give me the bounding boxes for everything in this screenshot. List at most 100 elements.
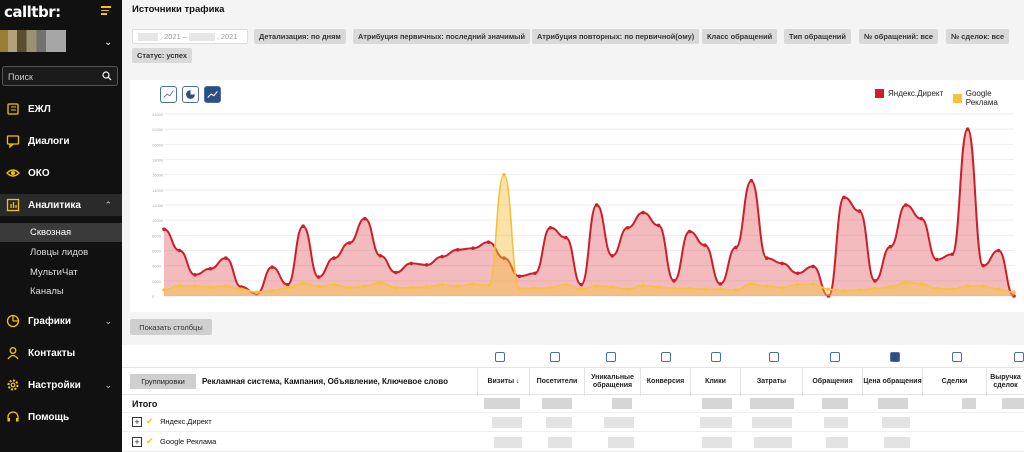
data-point[interactable] (703, 243, 707, 247)
search-icon[interactable] (102, 71, 112, 81)
filter-detalization[interactable]: Детализация: по дням (254, 29, 346, 44)
pie-chart-icon[interactable] (182, 86, 199, 103)
data-point[interactable] (548, 285, 553, 290)
menu-toggle-icon[interactable] (101, 6, 111, 17)
data-point[interactable] (224, 256, 228, 260)
data-point[interactable] (378, 254, 383, 258)
data-point[interactable] (347, 285, 352, 290)
col-visits[interactable]: Визиты ↓ (477, 368, 529, 396)
nav-item-graphs[interactable]: Графики ⌄ (0, 310, 122, 332)
data-point[interactable] (965, 127, 970, 131)
data-point[interactable] (857, 209, 862, 213)
data-point[interactable] (919, 282, 924, 286)
line-chart-icon[interactable] (160, 86, 177, 103)
col-chart-toggle-icon[interactable] (890, 352, 900, 362)
data-point[interactable] (780, 261, 784, 266)
table-row[interactable]: + ✔ Яндекс.Директ (122, 413, 1024, 432)
nav-item-dialogs[interactable]: Диалоги (0, 130, 122, 152)
data-point[interactable] (533, 286, 537, 291)
sub-item-lovtsy[interactable]: Ловцы лидов (30, 247, 89, 258)
data-point[interactable] (734, 288, 738, 292)
data-point[interactable] (888, 285, 893, 289)
col-chart-toggle-icon[interactable] (1014, 352, 1024, 362)
sub-item-skvoznaya[interactable]: Сквозная (0, 223, 122, 242)
data-point[interactable] (409, 285, 414, 290)
filter-class[interactable]: Класс обращений (702, 29, 778, 44)
data-point[interactable] (594, 203, 599, 207)
data-point[interactable] (749, 178, 754, 183)
data-point[interactable] (610, 285, 614, 289)
data-point[interactable] (842, 195, 846, 200)
data-point[interactable] (950, 252, 954, 257)
sub-item-channels[interactable]: Каналы (30, 286, 64, 297)
data-point[interactable] (888, 244, 893, 249)
data-point[interactable] (703, 287, 707, 291)
data-point[interactable] (934, 286, 939, 291)
data-point[interactable] (857, 288, 862, 292)
data-point[interactable] (795, 271, 800, 276)
data-point[interactable] (316, 275, 321, 279)
data-point[interactable] (193, 272, 197, 277)
filter-type[interactable]: Тип обращений (784, 29, 851, 44)
data-point[interactable] (285, 282, 290, 287)
data-point[interactable] (625, 225, 630, 230)
data-point[interactable] (363, 284, 367, 288)
data-point[interactable] (842, 288, 846, 293)
data-point[interactable] (625, 287, 630, 291)
col-chart-toggle-icon[interactable] (606, 352, 616, 362)
data-point[interactable] (795, 282, 800, 287)
avatar[interactable] (0, 30, 66, 52)
data-point[interactable] (332, 282, 336, 287)
col-revenue[interactable]: Выручка сделок (986, 368, 1024, 396)
data-point[interactable] (641, 283, 645, 288)
data-point[interactable] (749, 282, 754, 286)
data-point[interactable] (177, 283, 182, 288)
data-point[interactable] (950, 287, 954, 291)
legend-item-yandex[interactable]: Яндекс.Директ (875, 89, 943, 98)
data-point[interactable] (656, 285, 661, 289)
data-point[interactable] (1012, 294, 1016, 298)
data-point[interactable] (826, 287, 831, 291)
col-chart-toggle-icon[interactable] (769, 352, 779, 362)
legend-item-google[interactable]: Google Реклама (953, 89, 1024, 107)
filter-attr-repeat[interactable]: Атрибуция повторных: по первичной(ому) (532, 29, 700, 44)
nav-item-oko[interactable]: ОКО (0, 162, 122, 184)
data-point[interactable] (672, 279, 676, 283)
area-chart-icon[interactable] (204, 86, 221, 103)
data-point[interactable] (409, 261, 414, 266)
data-point[interactable] (332, 256, 336, 260)
show-columns-button[interactable]: Показать столбцы (130, 319, 212, 335)
data-point[interactable] (440, 282, 444, 287)
data-point[interactable] (934, 257, 939, 262)
data-point[interactable] (610, 254, 614, 258)
data-point[interactable] (285, 285, 290, 290)
col-chart-toggle-icon[interactable] (661, 352, 671, 362)
data-point[interactable] (363, 216, 367, 221)
expand-icon[interactable]: + (132, 437, 142, 447)
data-point[interactable] (533, 271, 537, 276)
data-point[interactable] (424, 285, 429, 289)
data-point[interactable] (208, 285, 213, 289)
data-point[interactable] (873, 279, 877, 283)
data-point[interactable] (224, 284, 228, 288)
col-chart-toggle-icon[interactable] (952, 352, 962, 362)
col-costs[interactable]: Затраты (740, 368, 802, 396)
col-chart-toggle-icon[interactable] (711, 352, 721, 362)
filter-status[interactable]: Статус: успех (132, 48, 193, 63)
nav-item-ezhl[interactable]: ЕЖЛ (0, 98, 122, 120)
data-point[interactable] (270, 265, 274, 269)
data-point[interactable] (471, 282, 475, 286)
data-point[interactable] (564, 235, 568, 240)
data-point[interactable] (594, 284, 599, 288)
col-chart-toggle-icon[interactable] (550, 352, 560, 362)
filter-calls-num[interactable]: № обращений: все (859, 29, 938, 44)
chevron-down-icon[interactable]: ⌄ (104, 37, 113, 48)
data-point[interactable] (517, 274, 522, 279)
data-point[interactable] (471, 246, 475, 251)
data-point[interactable] (378, 280, 383, 285)
data-point[interactable] (424, 263, 429, 267)
data-point[interactable] (270, 288, 274, 293)
data-point[interactable] (919, 216, 924, 221)
data-point[interactable] (764, 256, 769, 260)
date-range-picker[interactable]: , 2021 – , 2021 (132, 29, 248, 44)
